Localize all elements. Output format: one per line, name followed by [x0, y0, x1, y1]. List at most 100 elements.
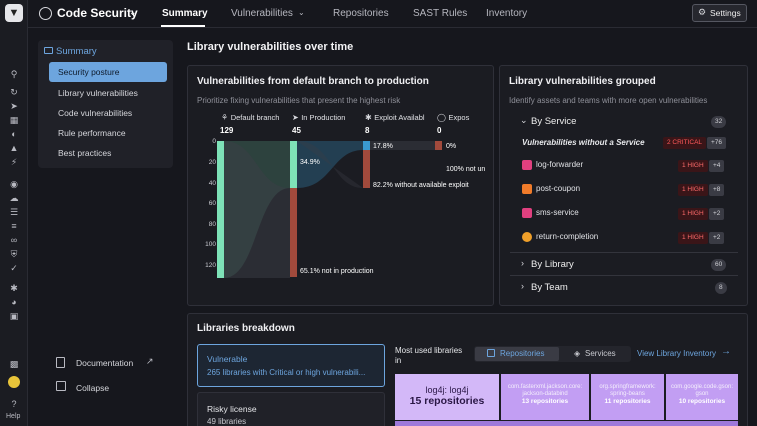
library-tile-row-2 [395, 421, 738, 426]
toggle-repositories[interactable]: Repositories [475, 347, 559, 361]
service-row[interactable]: sms-service [522, 208, 579, 218]
service-name: sms-service [536, 208, 579, 218]
tab-vulnerabilities[interactable]: Vulnerabilities [231, 8, 293, 19]
service-row[interactable]: return-completion [522, 232, 598, 242]
monitor-icon[interactable]: ◐ [11, 129, 17, 139]
search-icon[interactable]: ⚲ [10, 69, 18, 79]
documentation-icon [56, 357, 65, 368]
view-inventory-link[interactable]: View Library Inventory [637, 349, 716, 358]
arrow-right-icon[interactable]: → [721, 346, 731, 357]
col-default-branch-label: Default branch [230, 113, 280, 122]
flow-exploit [297, 141, 363, 188]
risky-license-card[interactable]: Risky license 49 libraries [197, 392, 385, 426]
by-service-count: 32 [711, 116, 727, 128]
library-name: com.fasterxml.jackson.core: jackson-data… [507, 384, 583, 397]
library-name: log4j: log4j [425, 385, 469, 395]
severity-badge: 2 CRITICAL [663, 137, 707, 149]
sidebar-header[interactable]: Summary [56, 46, 97, 57]
icon-rail: ▼ ⚲ ↻ ➤ ▦ ◐ ▲ ⚡ ◉ ☁ ☰ ≡ ∞ ⛨ ✓ ✱ ◕ ▣ ▩ ? … [0, 0, 28, 426]
cloud-icon[interactable]: ☁ [9, 193, 19, 203]
bug-icon[interactable]: ✱ [10, 283, 18, 293]
col-exploit-header: ✱ Exploit Availabl [365, 112, 432, 122]
tab-summary[interactable]: Summary [162, 8, 208, 19]
sidebar-item-security-posture[interactable]: Security posture [49, 62, 167, 82]
service-row[interactable]: Vulnerabilities without a Service [522, 138, 645, 147]
service-row[interactable]: post-coupon [522, 184, 580, 194]
services-icon: ◈ [574, 349, 581, 358]
settings-button[interactable]: ⚙ Settings [692, 4, 747, 22]
by-team-count: 8 [715, 282, 727, 294]
integrations-icon[interactable]: ▩ [9, 359, 19, 369]
lightning-icon[interactable]: ⚡ [10, 157, 18, 167]
library-tile[interactable]: com.fasterxml.jackson.core: jackson-data… [501, 374, 589, 420]
divider [510, 252, 738, 253]
tab-repositories[interactable]: Repositories [333, 8, 389, 19]
extra-count-badge: +2 [709, 208, 725, 220]
list-icon[interactable]: ☰ [9, 207, 19, 217]
sidebar-item-library-vulnerabilities[interactable]: Library vulnerabilities [58, 88, 138, 98]
toggle-services[interactable]: Services [585, 349, 616, 358]
sankey-title: Vulnerabilities from default branch to p… [197, 76, 429, 87]
service-row[interactable]: log-forwarder [522, 160, 583, 170]
rocket-icon[interactable]: ➤ [10, 101, 18, 111]
check-circle-icon[interactable]: ✓ [10, 263, 18, 273]
col-default-branch-value: 129 [220, 126, 234, 135]
by-team-toggle[interactable]: By Team [531, 282, 568, 293]
col-default-branch-header: ⚘ Default branch [221, 112, 279, 122]
link-icon[interactable]: ∞ [10, 235, 18, 245]
library-tile[interactable]: log4j: log4j 15 repositories [395, 374, 499, 420]
library-name: org.springframework: spring-beans [599, 384, 656, 397]
help-icon[interactable]: ? [11, 399, 17, 409]
vulnerable-card[interactable]: Vulnerable 265 libraries with Critical o… [197, 344, 385, 387]
shield-icon[interactable]: ⛨ [10, 249, 18, 259]
label-not-exposed: 100% not un [446, 166, 486, 173]
help-label[interactable]: Help [6, 413, 21, 420]
library-repos: 11 repositories [604, 398, 651, 405]
external-link-icon[interactable]: ↗ [146, 356, 154, 366]
chevron-right-icon[interactable]: › [521, 258, 524, 268]
summary-icon [44, 47, 53, 54]
y-tick: 120 [205, 262, 216, 269]
repo-icon [487, 349, 495, 357]
collapse-button[interactable]: Collapse [76, 383, 110, 393]
chat-icon[interactable]: ▣ [9, 311, 19, 321]
branch-icon: ⚘ [221, 113, 229, 122]
flow-without-exploit [297, 141, 363, 188]
library-tile[interactable]: com.google.code.gson: gson 10 repositori… [666, 374, 738, 420]
extra-count-badge: +2 [709, 232, 725, 244]
gauge-icon[interactable]: ◕ [11, 297, 17, 307]
bar-in-production [290, 141, 297, 188]
y-tick: 60 [208, 200, 216, 207]
severity-badge: 1 HIGH [678, 160, 708, 172]
nodes-icon[interactable]: ◉ [10, 179, 18, 189]
bar-default-branch [217, 141, 224, 278]
tab-inventory[interactable]: Inventory [486, 8, 528, 19]
library-tile[interactable]: org.springframework: spring-beans 11 rep… [591, 374, 664, 420]
avatar[interactable] [8, 376, 20, 388]
gear-icon: ⚙ [698, 7, 707, 17]
recent-icon[interactable]: ↻ [10, 87, 18, 97]
dashboard-icon[interactable]: ▦ [9, 115, 19, 125]
library-repos: 13 repositories [521, 398, 569, 405]
sidebar-item-rule-performance[interactable]: Rule performance [58, 128, 126, 138]
chevron-down-icon[interactable]: ⌄ [129, 7, 137, 17]
chevron-right-icon[interactable]: › [521, 281, 524, 291]
app-logo-icon[interactable]: ▼ [5, 4, 23, 22]
by-service-toggle[interactable]: By Service [531, 116, 577, 127]
by-library-toggle[interactable]: By Library [531, 259, 574, 270]
chevron-down-icon[interactable]: ⌄ [298, 8, 305, 17]
col-in-production-header: ➤ In Production [292, 112, 345, 122]
stack-icon[interactable]: ≡ [11, 221, 17, 231]
col-exposed-value: 0 [437, 126, 442, 135]
tab-sast-rules[interactable]: SAST Rules [413, 8, 468, 19]
sidebar-item-code-vulnerabilities[interactable]: Code vulnerabilities [58, 108, 133, 118]
chevron-down-icon[interactable]: ⌄ [520, 115, 528, 125]
app-title[interactable]: Code Security [57, 6, 138, 20]
chart-icon[interactable]: ▲ [9, 143, 19, 153]
extra-count-badge: +8 [709, 184, 725, 196]
documentation-link[interactable]: Documentation [76, 358, 134, 368]
sidebar-item-best-practices[interactable]: Best practices [58, 148, 112, 158]
divider [510, 275, 738, 276]
service-name: log-forwarder [536, 160, 584, 170]
bar-exploit [363, 141, 370, 150]
